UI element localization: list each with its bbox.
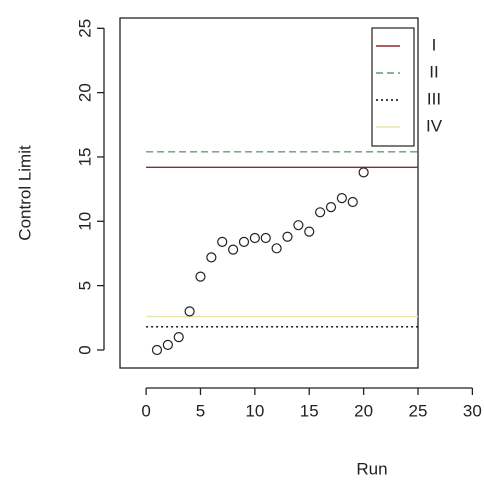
x-tick-label: 20	[354, 401, 373, 420]
x-tick-label: 30	[463, 401, 482, 420]
point	[228, 244, 239, 255]
point	[238, 236, 250, 247]
x-tick-label: 15	[300, 401, 319, 420]
point	[206, 252, 217, 263]
legend-label: IV	[426, 116, 443, 135]
point	[358, 167, 369, 178]
legend-label: III	[427, 89, 441, 108]
point	[184, 306, 195, 317]
x-tick-label: 10	[245, 401, 264, 420]
point	[260, 232, 271, 244]
legend-label: I	[432, 35, 437, 54]
x-axis-label: Run	[356, 459, 387, 478]
y-tick-label: 25	[75, 19, 94, 38]
point	[271, 243, 282, 254]
x-tick-label: 0	[141, 401, 150, 420]
point	[336, 193, 347, 204]
x-tick-label: 5	[196, 401, 205, 420]
point	[162, 339, 173, 350]
y-tick-label: 20	[75, 83, 94, 102]
point	[249, 232, 260, 244]
y-tick-label: 15	[75, 148, 94, 167]
point	[325, 202, 337, 213]
y-tick-label: 0	[75, 345, 94, 354]
y-tick-label: 5	[75, 281, 94, 290]
point	[217, 236, 228, 247]
y-tick-label: 10	[75, 212, 94, 231]
point	[151, 344, 163, 356]
point	[173, 332, 184, 343]
point	[347, 196, 358, 208]
point	[304, 226, 315, 237]
point	[293, 220, 304, 231]
legend-label: II	[429, 62, 438, 81]
y-axis-label: Control Limit	[15, 145, 34, 241]
plot-frame	[119, 17, 419, 369]
point	[315, 207, 326, 218]
point	[282, 231, 293, 242]
point	[195, 271, 206, 282]
x-tick-label: 25	[409, 401, 428, 420]
